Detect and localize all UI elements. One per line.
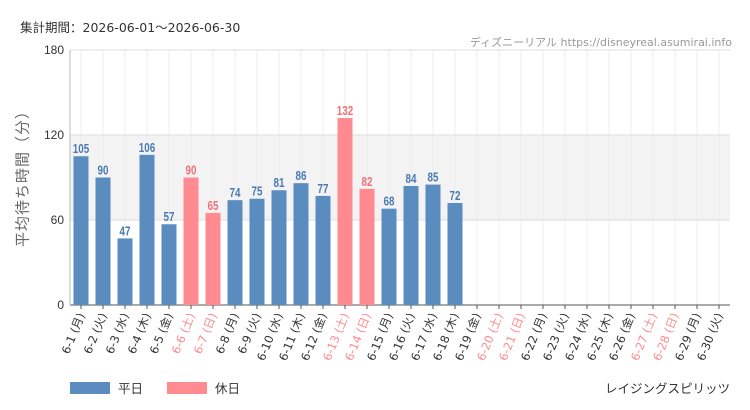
bar — [447, 203, 463, 305]
bar-value-label: 84 — [406, 173, 417, 187]
bar — [425, 184, 441, 305]
y-tick-label: 0 — [57, 298, 64, 312]
collection-period: 集計期間：2026-06-01～2026-06-30 — [20, 20, 241, 35]
bar — [117, 238, 133, 305]
bar-value-label: 81 — [274, 177, 285, 191]
source-credit: ディズニーリアル https://disneyreal.asumirai.inf… — [469, 36, 732, 49]
legend: 平日 休日 — [70, 378, 264, 397]
legend-item-weekday: 平日 — [70, 378, 143, 397]
y-tick-label: 120 — [44, 128, 64, 142]
bar-value-label: 105 — [73, 143, 90, 157]
bar-value-label: 57 — [164, 211, 175, 225]
bar — [95, 177, 111, 305]
legend-swatch-weekday — [70, 381, 110, 394]
bar-value-label: 72 — [450, 190, 461, 204]
bar — [293, 183, 309, 305]
bar — [161, 224, 177, 305]
bar-value-label: 106 — [139, 142, 155, 156]
y-tick-label: 180 — [44, 43, 64, 57]
attraction-name: レイジングスピリッツ — [604, 381, 730, 396]
bar-value-label: 82 — [362, 176, 373, 190]
bar — [315, 195, 331, 305]
bar — [403, 186, 419, 305]
bar-value-label: 68 — [384, 196, 395, 210]
legend-label-weekday: 平日 — [118, 381, 144, 396]
legend-item-holiday: 休日 — [167, 378, 240, 397]
bar-value-label: 85 — [428, 171, 439, 185]
bar-value-label: 75 — [252, 186, 263, 200]
bar — [139, 154, 155, 305]
bar — [271, 190, 287, 305]
bar-value-label: 86 — [296, 170, 307, 184]
bar — [227, 200, 243, 305]
bar-value-label: 65 — [208, 200, 219, 214]
legend-swatch-holiday — [167, 381, 208, 394]
legend-label-holiday: 休日 — [215, 381, 241, 396]
bar-value-label: 77 — [318, 183, 329, 197]
bar — [381, 208, 397, 305]
bar-value-label: 47 — [120, 225, 131, 239]
highlight-band — [70, 135, 730, 220]
bar-value-label: 90 — [186, 164, 197, 178]
bar — [73, 156, 89, 305]
bar-value-label: 74 — [230, 187, 241, 201]
bar-value-label: 132 — [337, 105, 353, 119]
bar — [183, 177, 199, 305]
bar — [205, 212, 221, 305]
y-tick-label: 60 — [51, 213, 65, 227]
bar-value-label: 90 — [98, 164, 109, 178]
bar — [359, 188, 375, 305]
bar — [337, 118, 353, 305]
bar — [249, 198, 265, 305]
